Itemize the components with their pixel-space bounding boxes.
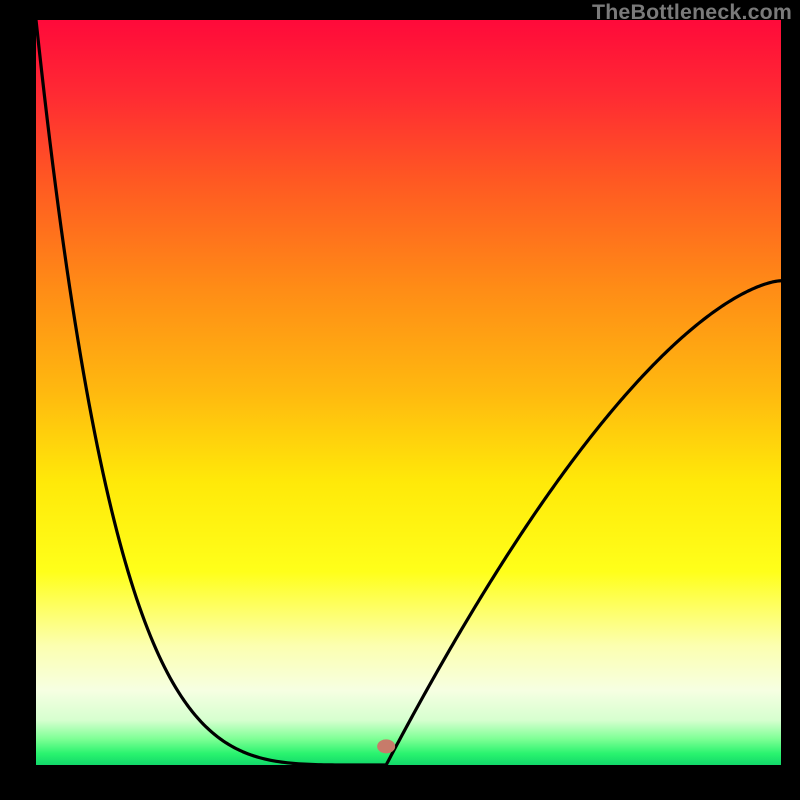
plot-background [36,20,781,765]
minimum-marker [377,739,395,753]
chart-svg [0,0,800,800]
watermark-text: TheBottleneck.com [592,0,792,25]
figure-root: TheBottleneck.com [0,0,800,800]
